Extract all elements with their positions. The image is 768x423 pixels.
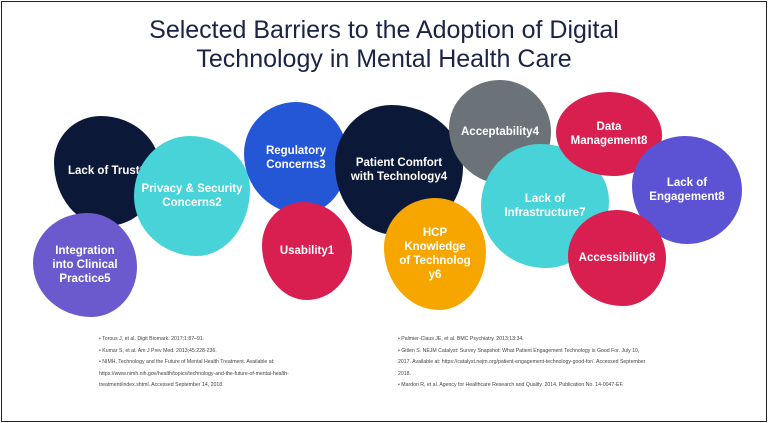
reference-item: https://www.nimh.nih.gov/health/topics/t…	[99, 370, 289, 377]
barrier-label: Engagement8	[649, 191, 725, 203]
barrier-integration-into-clinical-practice: Integration into Clinical Practice5	[33, 213, 137, 317]
reference-item: • Torous J, et al. Digit Biomark. 2017;1…	[99, 336, 205, 342]
barrier-label: Acceptability4	[461, 126, 539, 138]
barrier-accessibility: Accessibility8	[568, 210, 666, 306]
barrier-label: Knowledge	[404, 241, 466, 253]
barrier-label: HCP	[422, 227, 448, 239]
reference-item: • Mardon R, et al. Agency for Healthcare…	[398, 382, 624, 388]
barrier-label: Management8	[570, 135, 648, 147]
reference-item: 2017. Available at: https://catalyst.nej…	[398, 359, 646, 365]
slide-title: Selected Barriers to the Adoption of Dig…	[0, 16, 768, 74]
barrier-label: Privacy & Security	[141, 183, 243, 195]
barrier-privacy-security-concerns: Privacy & Security Concerns2	[134, 136, 250, 256]
barrier-label: Concerns2	[162, 197, 222, 209]
barrier-label: with Technology4	[350, 171, 448, 183]
barrier-label: Integration	[55, 245, 115, 257]
barrier-label: Patient Comfort	[355, 157, 443, 169]
barrier-regulatory-concerns: Regulatory Concerns3	[244, 102, 348, 214]
barrier-label: Lack of	[524, 193, 566, 205]
barrier-label: Regulatory	[265, 145, 327, 157]
barrier-label: Lack of	[666, 177, 708, 189]
barrier-data-management: Data Management8	[556, 92, 662, 176]
barrier-hcp-knowledge-of-technology: HCP Knowledge of Technolog y6	[384, 198, 486, 310]
barrier-label: Infrastructure7	[504, 207, 586, 219]
reference-item: • Kumar S, et al. Am J Prev Med. 2013;45…	[99, 347, 217, 354]
reference-item: • Palmier-Claus JE, et al. BMC Psychiatr…	[398, 336, 524, 342]
barrier-label: Concerns3	[266, 159, 326, 171]
barrier-label: Data	[596, 121, 622, 133]
barrier-label: y6	[428, 269, 442, 281]
barrier-label: Accessibility8	[578, 252, 656, 264]
barrier-usability: Usability1	[262, 202, 352, 300]
barrier-label: of Technolog	[399, 255, 471, 267]
barrier-label: Practice5	[59, 273, 111, 285]
title-line-2: Technology in Mental Health Care	[196, 45, 572, 73]
references-left: • Torous J, et al. Digit Biomark. 2017;1…	[99, 334, 289, 392]
reference-item: 2018.	[398, 370, 411, 377]
barrier-label: into Clinical	[52, 259, 118, 271]
barrier-label: Lack of Trust1	[68, 165, 146, 177]
reference-item: • NIMH. Technology and the Future of Men…	[99, 359, 275, 365]
reference-item: • Gitlen S. NEJM Catalyst: Survey Snapsh…	[398, 347, 640, 354]
references-right: • Palmier-Claus JE, et al. BMC Psychiatr…	[398, 334, 645, 392]
reference-item: treatment/index.shtml. Accessed Septembe…	[99, 382, 224, 388]
title-line-1: Selected Barriers to the Adoption of Dig…	[149, 16, 619, 44]
barrier-label: Usability1	[279, 245, 335, 257]
